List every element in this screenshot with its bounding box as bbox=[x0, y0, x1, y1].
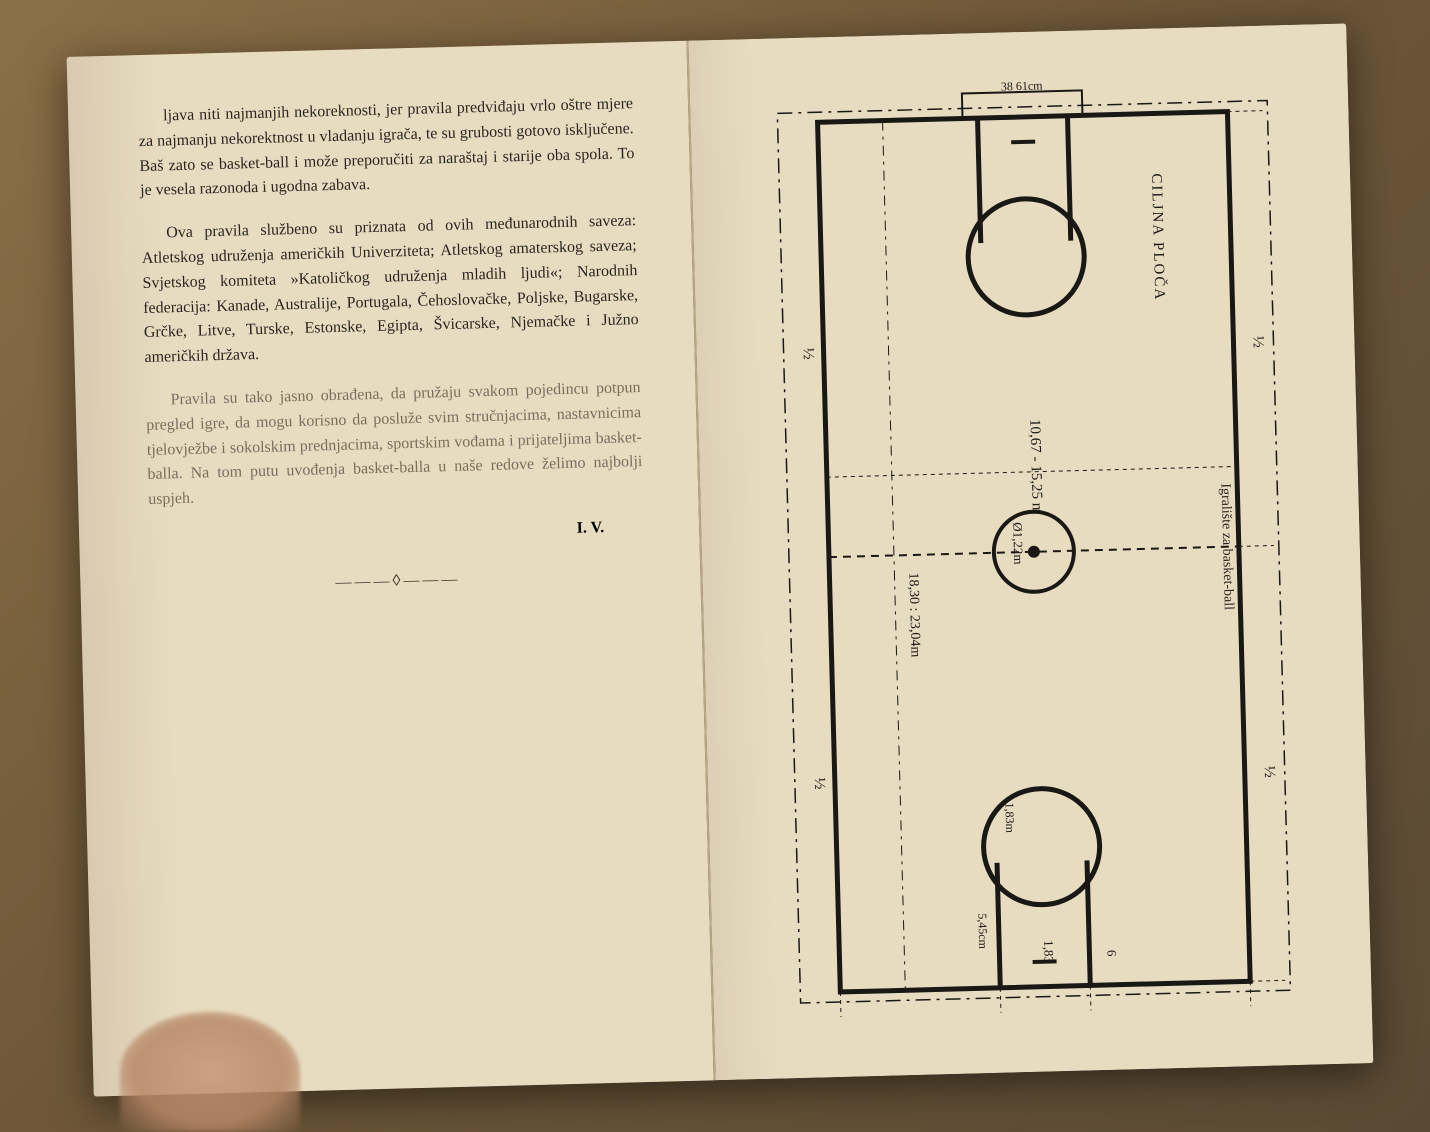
half-label-bottom-left: ½ bbox=[810, 777, 827, 789]
center-circle-label: Ø1,22m bbox=[1010, 522, 1026, 565]
backboard-width-label: 38 61cm bbox=[1000, 78, 1043, 93]
backboard-label: CILЈNA PLOČA bbox=[1148, 173, 1168, 301]
paragraph-2: Ova pravila službeno su priznata od ovih… bbox=[141, 209, 640, 371]
ext-line-1 bbox=[840, 992, 841, 1017]
author-signature: I. V. bbox=[149, 518, 644, 549]
half-label-top-right: ½ bbox=[1249, 336, 1266, 348]
svg-text:18,30 : 23,04m: 18,30 : 23,04m bbox=[905, 572, 922, 657]
thumb-holding-book bbox=[120, 1012, 300, 1132]
ext-line-r2 bbox=[1238, 546, 1273, 547]
extra-dim-label: 6 bbox=[1104, 950, 1119, 957]
half-label-top-left: ½ bbox=[799, 347, 816, 359]
section-divider: ———◊——— bbox=[150, 566, 645, 597]
book-spread: ljava niti najmanjih nekoreknosti, jer p… bbox=[67, 23, 1374, 1096]
svg-text:10,67 - 15,25 m: 10,67 - 15,25 m bbox=[1026, 419, 1045, 515]
ext-line-4 bbox=[1250, 981, 1251, 1006]
ext-line-r3 bbox=[1250, 980, 1285, 981]
right-page: ½ ½ ½ ½ Ø1,22m bbox=[686, 23, 1373, 1080]
free-throw-distance: 5,45cm bbox=[975, 913, 990, 950]
key-width-label: 1,83 bbox=[1041, 940, 1057, 963]
ext-line-r1 bbox=[1227, 111, 1262, 112]
paragraph-3: Pravila su tako jasno obrađena, da pruža… bbox=[145, 376, 643, 513]
paragraph-1: ljava niti najmanjih nekoreknosti, jer p… bbox=[138, 92, 635, 204]
ext-line-2 bbox=[1000, 988, 1001, 1013]
key-radius-label: 1,83m bbox=[1002, 802, 1017, 833]
center-dot bbox=[1027, 546, 1039, 558]
ext-line-3 bbox=[1090, 985, 1091, 1010]
top-key bbox=[964, 115, 1085, 316]
half-label-bottom-right: ½ bbox=[1260, 765, 1277, 777]
diagram-container: ½ ½ ½ ½ Ø1,22m bbox=[744, 65, 1322, 1039]
left-page: ljava niti najmanjih nekoreknosti, jer p… bbox=[67, 41, 714, 1097]
width-dimension: 10,67 - 15,25 m bbox=[825, 414, 1237, 520]
